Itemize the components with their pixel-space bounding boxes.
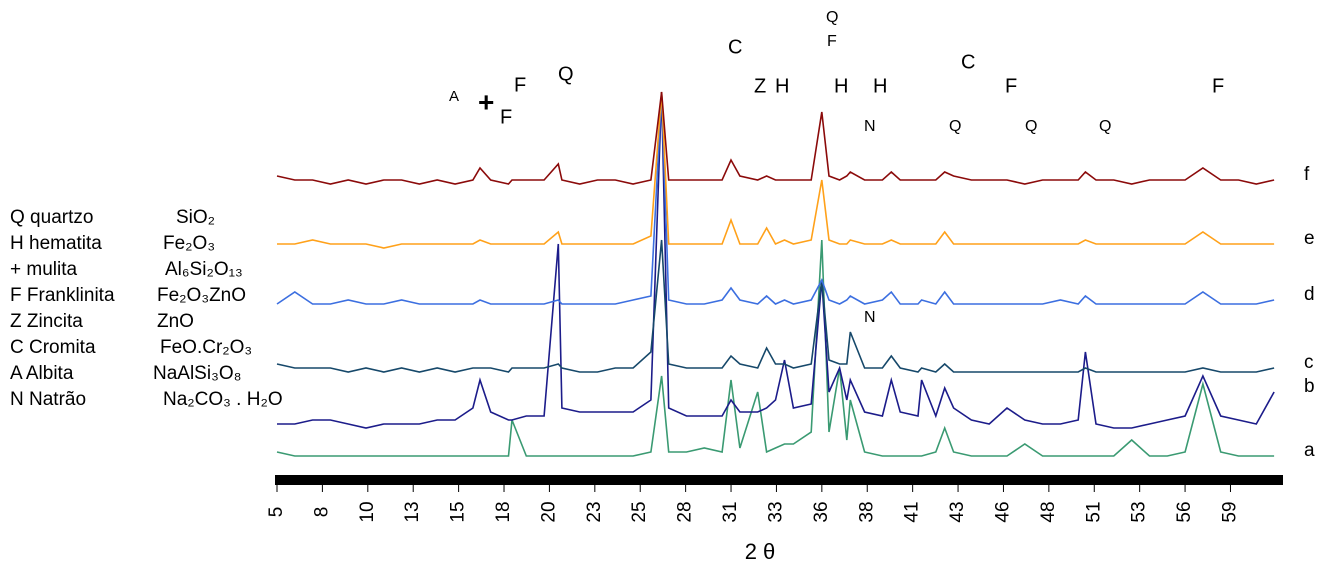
peak-label: A xyxy=(449,88,459,105)
legend-phase: C Cromita xyxy=(10,337,96,358)
series-line xyxy=(276,239,1275,457)
series-line xyxy=(276,239,1275,373)
legend-formula: Fe₂O₃ZnO xyxy=(157,285,246,306)
legend-phase: Z Zincita xyxy=(10,311,83,332)
legend-formula: Al₆Si₂O₁₃ xyxy=(165,259,243,280)
peak-label: C xyxy=(728,36,742,58)
x-tick-label: 13 xyxy=(402,501,423,522)
x-tick-label: 46 xyxy=(992,501,1013,522)
peak-label: F xyxy=(500,106,512,128)
series-label: b xyxy=(1304,376,1315,397)
x-tick-label: 20 xyxy=(538,501,559,522)
x-tick-label: 38 xyxy=(856,501,877,522)
x-tick-label: 36 xyxy=(811,501,832,522)
legend-phase: + mulita xyxy=(10,259,77,280)
peak-label: + xyxy=(478,86,494,117)
series-label: e xyxy=(1304,228,1315,249)
x-tick-label: 8 xyxy=(311,507,332,518)
series-line xyxy=(276,91,1275,305)
series-label: a xyxy=(1304,440,1315,461)
x-tick-label: 41 xyxy=(902,501,923,522)
peak-label: Q xyxy=(826,9,838,26)
peak-label: H xyxy=(873,75,887,97)
peak-label: F xyxy=(1212,75,1224,97)
x-tick-label: 33 xyxy=(765,501,786,522)
legend-formula: ZnO xyxy=(157,311,194,332)
peak-labels: A + F F Q C Z H Q F H H N C F Q Q Q F N xyxy=(449,9,1224,326)
legend-phase: N Natrão xyxy=(10,389,86,410)
x-tick-label: 10 xyxy=(357,501,378,522)
legend-phase: Q quartzo xyxy=(10,207,93,228)
peak-label: N xyxy=(864,309,876,326)
legend-phase: F Franklinita xyxy=(10,285,115,306)
x-tick-label: 5 xyxy=(266,507,287,518)
peak-label: Q xyxy=(1099,118,1111,135)
series-line xyxy=(277,91,1275,249)
peak-label: Q xyxy=(949,118,961,135)
peak-label: F xyxy=(827,33,837,50)
x-tick-label: 53 xyxy=(1129,501,1150,522)
peak-label: Q xyxy=(1025,118,1037,135)
x-tick-label: 25 xyxy=(629,501,650,522)
x-tick-label: 23 xyxy=(584,501,605,522)
x-tick-label: 18 xyxy=(493,501,514,522)
legend-formula: Fe₂O₃ xyxy=(163,233,215,254)
x-tick-label: 43 xyxy=(947,501,968,522)
peak-label: H xyxy=(834,75,848,97)
x-tick-label: 51 xyxy=(1083,501,1104,522)
peak-label: Z xyxy=(754,75,766,97)
x-tick-label: 56 xyxy=(1174,501,1195,522)
x-tick-label: 48 xyxy=(1038,501,1059,522)
x-axis-label: 2 θ xyxy=(745,539,776,564)
series-line xyxy=(277,91,1275,429)
x-tick-label: 28 xyxy=(675,501,696,522)
series-label: f xyxy=(1304,164,1310,185)
peak-label: C xyxy=(961,51,975,73)
legend-phase: A Albita xyxy=(10,363,74,384)
peak-label: N xyxy=(864,118,876,135)
series-label: d xyxy=(1304,284,1315,305)
legend-formula: Na₂CO₃ . H₂O xyxy=(163,389,283,410)
x-axis-band xyxy=(275,475,1283,485)
legend-formula: FeO.Cr₂O₃ xyxy=(160,337,252,358)
x-tick-label: 31 xyxy=(720,501,741,522)
x-tick-label: 59 xyxy=(1219,501,1240,522)
series-line xyxy=(276,91,1275,185)
peak-label: Q xyxy=(558,63,574,85)
x-tick-label: 15 xyxy=(448,501,469,522)
peak-label: F xyxy=(514,74,526,96)
legend-formula: NaAlSi₃O₈ xyxy=(153,363,241,384)
peak-label: F xyxy=(1005,75,1017,97)
legend-phase: H hematita xyxy=(10,233,102,254)
series-label: c xyxy=(1304,352,1314,373)
peak-label: H xyxy=(775,75,789,97)
legend: Q quartzo SiO₂ H hematita Fe₂O₃ + mulita… xyxy=(10,207,283,410)
legend-formula: SiO₂ xyxy=(176,207,215,228)
